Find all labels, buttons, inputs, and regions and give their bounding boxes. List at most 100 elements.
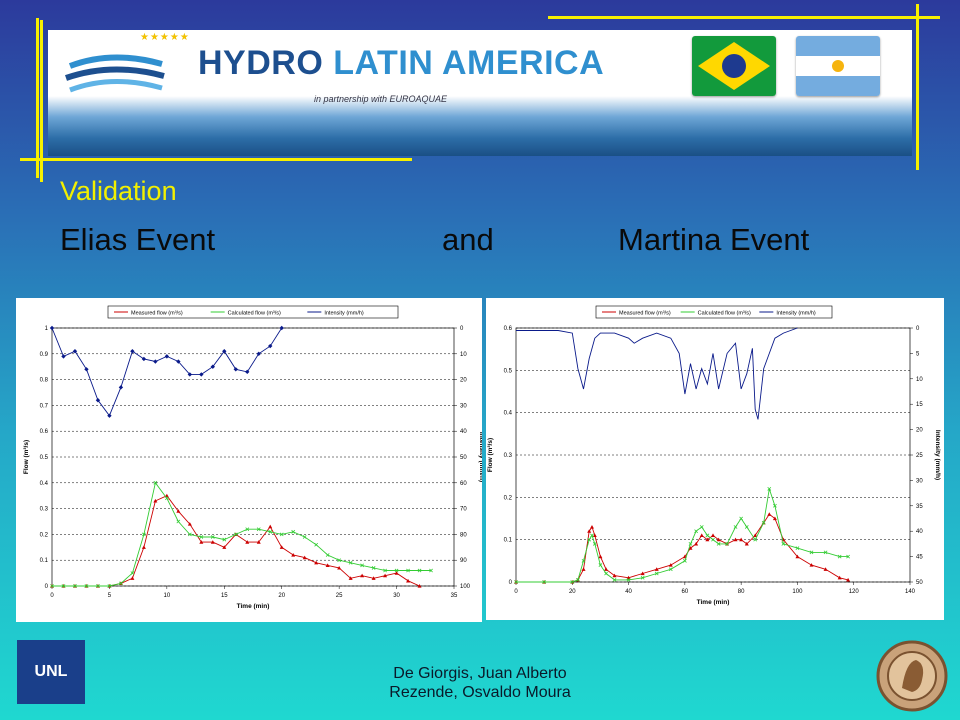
y2-tick-label: 80 xyxy=(460,532,467,538)
data-point xyxy=(716,542,721,546)
data-point xyxy=(716,537,721,542)
data-point xyxy=(699,525,704,529)
data-point xyxy=(394,571,399,575)
data-point xyxy=(612,573,617,578)
data-point xyxy=(705,533,710,538)
data-point xyxy=(406,578,411,583)
data-point xyxy=(256,540,261,544)
partner-text: in partnership with EUROAQUAE xyxy=(314,94,448,104)
data-point xyxy=(141,545,146,549)
data-point xyxy=(589,524,594,529)
data-point xyxy=(581,567,586,571)
data-point xyxy=(222,349,227,354)
data-point xyxy=(837,575,842,580)
data-point xyxy=(325,553,330,557)
data-point xyxy=(279,532,284,537)
data-point xyxy=(360,573,365,578)
x-tick-label: 20 xyxy=(278,593,285,599)
data-point xyxy=(348,576,353,580)
y2-tick-label: 30 xyxy=(916,478,923,484)
data-point xyxy=(153,480,158,485)
x-axis-label: Time (min) xyxy=(237,603,270,610)
x-tick-label: 15 xyxy=(221,593,228,599)
elias-event-chart: 00.10.20.30.40.50.60.70.80.91 01020304050… xyxy=(23,305,485,610)
data-point xyxy=(699,533,704,538)
data-point xyxy=(809,563,814,567)
data-point xyxy=(668,567,673,572)
data-point xyxy=(429,568,433,573)
y2-tick-label: 0 xyxy=(460,326,464,332)
data-point xyxy=(581,558,586,563)
martina-event-chart: 0 0.1 0.2 0.3 0.4 0.5 0.6 0 5 10 15 20 25 30 35 40 45 50 0… xyxy=(487,305,941,606)
data-point xyxy=(773,503,777,508)
frame-line-bottom xyxy=(20,158,412,161)
y-tick-label: 0.8 xyxy=(40,378,49,384)
y2-tick-label: 20 xyxy=(916,428,923,434)
data-point xyxy=(130,571,135,575)
y2-tick-label: 45 xyxy=(916,555,923,561)
x-axis-label: Time (min) xyxy=(697,599,730,606)
data-point xyxy=(256,351,261,356)
legend-label: Intensity (mm/h) xyxy=(324,311,364,317)
data-point xyxy=(394,568,399,573)
data-point xyxy=(153,498,158,503)
y2-tick-label: 50 xyxy=(916,580,923,586)
x-tick-label: 0 xyxy=(514,589,518,595)
data-point xyxy=(711,537,715,542)
data-point xyxy=(725,542,729,546)
data-point xyxy=(767,512,772,516)
data-point xyxy=(233,367,238,372)
data-point xyxy=(119,581,123,586)
y-tick-label: 0.6 xyxy=(504,326,513,332)
data-point xyxy=(142,532,146,537)
data-point xyxy=(360,563,364,568)
data-point xyxy=(733,525,738,529)
x-tick-label: 25 xyxy=(336,593,343,599)
data-point xyxy=(245,540,250,544)
data-point xyxy=(371,576,376,580)
y2-tick-label: 35 xyxy=(916,504,923,510)
data-point xyxy=(688,542,693,546)
x-tick-label: 140 xyxy=(905,589,916,595)
data-point xyxy=(268,524,273,529)
y-tick-label: 0.5 xyxy=(40,455,49,461)
x-tick-label: 20 xyxy=(569,589,576,595)
data-point xyxy=(753,533,758,538)
y-tick-label: 0.3 xyxy=(40,507,49,513)
data-point xyxy=(772,516,777,521)
data-point xyxy=(210,540,215,544)
x-tick-label: 80 xyxy=(738,589,745,595)
slide-title: Validation xyxy=(60,176,177,206)
brand-right: LATIN AMERICA xyxy=(333,44,605,82)
legend-label: Calculated flow (m³/s) xyxy=(228,311,281,317)
data-point xyxy=(761,520,766,525)
data-point xyxy=(130,349,135,354)
data-point xyxy=(73,584,77,588)
data-point xyxy=(744,541,749,546)
plot-area xyxy=(515,327,911,583)
data-point xyxy=(187,532,192,537)
y2-axis-label: Intensity (mm/h) xyxy=(934,430,941,480)
data-point xyxy=(176,519,181,524)
x-tick-label: 10 xyxy=(164,593,171,599)
y2-tick-label: 50 xyxy=(460,455,467,461)
data-point xyxy=(61,584,66,588)
data-point xyxy=(268,529,273,534)
data-point xyxy=(640,571,645,576)
frame-line-left xyxy=(40,20,43,182)
data-point xyxy=(199,372,204,377)
x-tick-label: 5 xyxy=(108,593,112,599)
data-point xyxy=(590,533,594,538)
data-point xyxy=(291,553,296,557)
data-point xyxy=(95,398,101,403)
x-tick-label: 0 xyxy=(50,593,54,599)
frame-line-top-left xyxy=(36,18,39,178)
data-point xyxy=(256,527,261,532)
data-point xyxy=(164,496,169,501)
data-point xyxy=(733,537,738,542)
chart-panel-elias: 0 0.1 0.2 0.3 0.4 0.5 0.6 0.7 0.8 0.9 1 0 10 20 30 40 50… xyxy=(16,298,485,622)
unl-logo: UNL xyxy=(17,640,85,704)
euro-stars-icon: ★★★★★ xyxy=(140,32,190,43)
y2-tick-label: 40 xyxy=(460,429,467,435)
y-tick-label: 0.6 xyxy=(40,429,49,435)
